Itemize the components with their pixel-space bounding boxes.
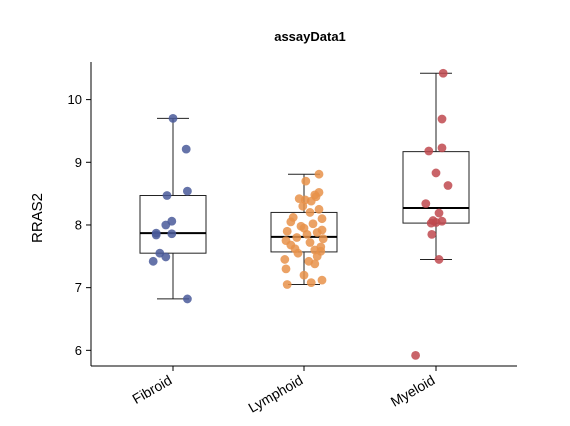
data-point <box>299 270 309 280</box>
data-point <box>312 228 322 237</box>
data-point <box>312 251 322 261</box>
data-point <box>318 234 328 244</box>
data-point <box>317 275 327 285</box>
data-point <box>161 220 171 230</box>
data-point <box>298 201 308 211</box>
data-point <box>306 278 316 288</box>
y-axis-label: RRAS2 <box>29 193 46 243</box>
data-point <box>148 256 158 266</box>
data-point <box>431 168 441 178</box>
data-point <box>167 229 177 239</box>
data-point <box>427 229 437 239</box>
x-tick-label: Myeloid <box>388 372 438 410</box>
data-point <box>305 238 315 247</box>
data-point <box>183 186 192 196</box>
data-point <box>181 144 191 154</box>
data-point <box>183 294 192 304</box>
data-point <box>161 252 171 262</box>
data-point <box>411 350 420 360</box>
data-point <box>305 208 315 217</box>
x-tick-label: Lymphoid <box>245 372 305 416</box>
data-point <box>437 114 447 124</box>
data-point <box>168 114 178 123</box>
data-point <box>434 255 444 264</box>
data-point <box>286 217 296 227</box>
data-point <box>280 255 290 264</box>
data-point <box>308 219 318 229</box>
data-point <box>162 191 172 200</box>
plot-area: 6 7 8 9 10 Fibroid Lymphoid Myeloid <box>68 62 517 416</box>
data-point <box>292 233 302 242</box>
data-point <box>293 248 303 258</box>
data-point <box>281 264 291 274</box>
data-point <box>301 176 311 186</box>
chart-title: assayData1 <box>274 29 346 44</box>
data-point <box>306 196 316 206</box>
data-point <box>310 259 320 269</box>
y-tick-label: 8 <box>75 217 82 232</box>
data-point <box>438 68 448 78</box>
y-tick-label: 9 <box>75 155 82 170</box>
data-point <box>314 169 324 179</box>
data-point <box>424 146 434 156</box>
data-point <box>151 230 161 240</box>
data-point <box>426 218 436 228</box>
data-point <box>317 214 327 224</box>
data-point <box>437 143 447 153</box>
y-tick-label: 7 <box>75 280 82 295</box>
data-point <box>302 229 312 239</box>
data-point <box>282 226 292 236</box>
data-point <box>282 280 292 289</box>
y-tick-label: 10 <box>68 92 82 107</box>
data-point <box>434 208 444 218</box>
y-tick-label: 6 <box>75 343 82 358</box>
x-tick-label: Fibroid <box>129 372 174 407</box>
data-point <box>443 181 453 190</box>
data-point <box>314 204 324 214</box>
data-point <box>421 199 431 209</box>
